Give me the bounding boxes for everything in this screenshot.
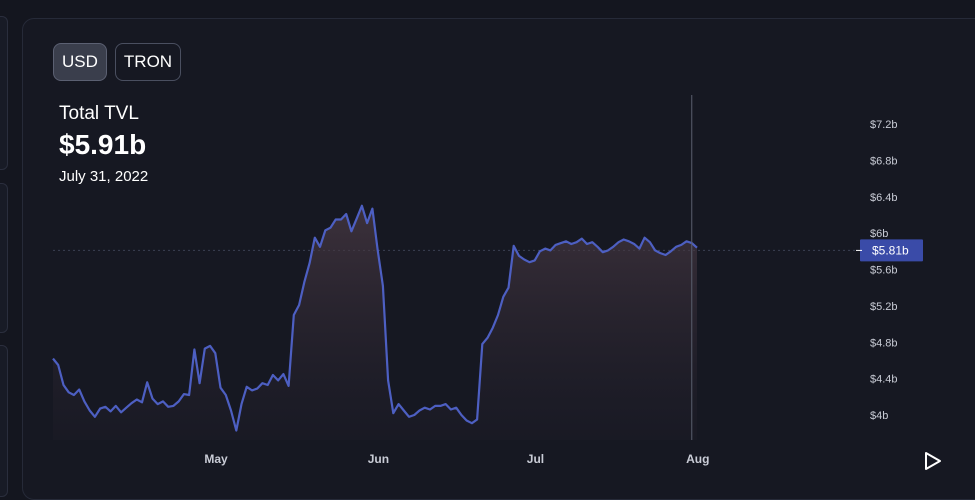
y-tick-label: $5.2b (870, 301, 898, 313)
y-tick-label: $7.2b (870, 119, 898, 131)
x-tick-label: Aug (686, 452, 709, 466)
x-tick-label: Jul (527, 452, 544, 466)
sidebar-card (0, 183, 8, 333)
usd-button[interactable]: USD (53, 43, 107, 81)
y-tick-label: $6b (870, 228, 888, 240)
tvl-label: Total TVL (59, 103, 139, 124)
tvl-date: July 31, 2022 (59, 168, 149, 185)
y-tick-label: $4.4b (870, 374, 898, 386)
left-rail (0, 0, 10, 497)
current-value-label: $5.81b (872, 243, 909, 257)
y-tick-label: $5.6b (870, 265, 898, 277)
currency-toggle: USD TRON (53, 43, 182, 81)
y-tick-label: $6.4b (870, 192, 898, 204)
series-line (52, 204, 698, 432)
x-tick-label: Jun (368, 452, 389, 466)
series-area (53, 205, 697, 440)
sidebar-card (0, 16, 8, 170)
tvl-value: $5.91b (59, 129, 147, 160)
y-tick-label: $4.8b (870, 337, 898, 349)
current-value-badge (860, 239, 923, 262)
x-tick-label: May (204, 452, 228, 466)
y-tick-label: $4b (870, 410, 888, 422)
tron-button[interactable]: TRON (114, 43, 182, 81)
play-icon[interactable] (924, 451, 942, 471)
y-tick-label: $6.8b (870, 155, 898, 167)
